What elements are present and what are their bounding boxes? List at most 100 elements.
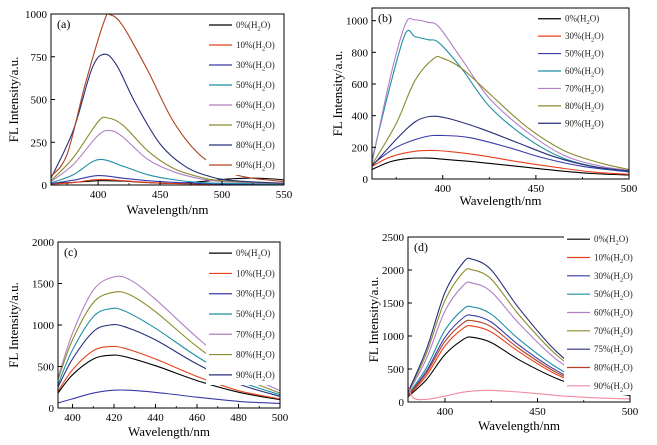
legend-label: 90%(H2O) xyxy=(565,118,604,130)
legend-label: 70%(H2O) xyxy=(565,83,604,96)
y-tick-label: 1500 xyxy=(382,298,405,310)
legend-label: 90%(H2O) xyxy=(594,381,633,394)
legend: 0%(H2O) 10%(H2O) 30%(H2O) 50%(H2O) 70%(H2O) 8… xyxy=(206,243,278,385)
chart-panel-3: 400 420 440 460 480 500 0 500 1000 1500 2000 (c) Wav… xyxy=(6,237,289,439)
y-axis-title: FL Intensity/a.u. xyxy=(6,282,21,368)
legend-label: 0%(H2O) xyxy=(594,234,628,247)
legend-label: 30%(H2O) xyxy=(236,60,275,73)
legend: 0%(H2O) 30%(H2O) 50%(H2O) 60%(H2O) 70%(H2O) 8… xyxy=(535,10,625,132)
legend-label: 30%(H2O) xyxy=(236,289,275,302)
plot-frame xyxy=(371,7,630,180)
panel-label: (a) xyxy=(57,17,70,31)
y-tick-label: 600 xyxy=(352,79,369,91)
x-axis-title: Wavelength/nm xyxy=(478,418,560,433)
y-tick-label: 2500 xyxy=(382,232,405,244)
legend-label: 90%(H2O) xyxy=(236,370,275,383)
y-tick-label: 750 xyxy=(31,52,48,64)
x-tick-label: 460 xyxy=(189,412,206,424)
series-line-6 xyxy=(51,116,284,184)
legend-label: 70%(H2O) xyxy=(594,326,633,339)
legend-box xyxy=(206,15,283,175)
series-line-6 xyxy=(372,55,629,171)
x-tick-label: 500 xyxy=(622,406,639,418)
series-line-7 xyxy=(51,53,284,184)
panel-label: (c) xyxy=(64,245,77,259)
series-group xyxy=(372,17,629,176)
y-axis-title: FL Intensity/a.u. xyxy=(330,51,345,137)
series-group xyxy=(51,14,284,185)
legend: 0%(H2O) 10%(H2O) 30%(H2O) 50%(H2O) 60%(H2O) 7… xyxy=(206,15,283,175)
x-tick-label: 420 xyxy=(106,412,123,424)
legend-label: 60%(H2O) xyxy=(565,66,604,79)
legend-label: 30%(H2O) xyxy=(594,271,633,284)
chart-panel-4: 400 450 500 0 500 1000 1500 2000 2500 (d) Waveleng… xyxy=(366,230,639,433)
x-tick-label: 400 xyxy=(90,189,107,201)
x-axis-title: Wavelength/nm xyxy=(128,424,210,439)
x-tick-label: 440 xyxy=(147,412,164,424)
chart-panel-1: 400 450 500 550 0 250 500 750 1000 (a) Wavelength/… xyxy=(6,9,293,217)
panel-label: (d) xyxy=(414,240,428,254)
x-tick-label: 450 xyxy=(528,183,545,195)
legend-label: 70%(H2O) xyxy=(236,329,275,342)
series-line-5 xyxy=(372,17,629,171)
x-tick-label: 450 xyxy=(152,189,169,201)
x-axis-title: Wavelength/nm xyxy=(460,193,542,208)
series-line-2 xyxy=(58,345,280,400)
series-line-4 xyxy=(372,29,629,172)
series-line-3 xyxy=(58,389,280,404)
y-axis-title: FL Intensity/a.u. xyxy=(6,57,21,143)
x-tick-label: 400 xyxy=(64,412,81,424)
x-tick-label: 550 xyxy=(276,189,293,201)
y-tick-label: 1000 xyxy=(382,331,405,343)
legend-label: 10%(H2O) xyxy=(236,40,275,53)
legend-label: 80%(H2O) xyxy=(565,101,604,114)
legend-label: 50%(H2O) xyxy=(236,80,275,93)
y-tick-label: 1500 xyxy=(32,279,55,291)
x-tick-label: 400 xyxy=(437,406,454,418)
y-tick-label: 200 xyxy=(352,142,369,154)
series-line-2 xyxy=(372,149,629,175)
series-line-9 xyxy=(408,385,630,401)
y-tick-label: 2000 xyxy=(382,265,405,277)
legend-label: 80%(H2O) xyxy=(236,140,275,153)
legend-label: 50%(H2O) xyxy=(236,309,275,322)
legend-label: 0%(H2O) xyxy=(565,14,599,27)
y-tick-label: 500 xyxy=(388,364,405,376)
legend-label: 90%(H2O) xyxy=(236,160,275,173)
chart-panel-2: 400 450 500 0 200 400 600 800 1000 (b) Wavelength/… xyxy=(330,7,638,208)
series-line-3 xyxy=(372,134,629,173)
series-line-5 xyxy=(51,129,284,185)
y-axis-title: FL Intensity/a.u. xyxy=(366,277,381,363)
legend-label: 80%(H2O) xyxy=(594,363,633,376)
y-tick-label: 1000 xyxy=(25,9,48,21)
y-tick-label: 0 xyxy=(399,397,405,409)
x-tick-label: 500 xyxy=(214,189,231,201)
x-tick-label: 480 xyxy=(230,412,247,424)
y-tick-label: 500 xyxy=(38,362,55,374)
legend-label: 0%(H2O) xyxy=(236,248,270,261)
y-tick-label: 0 xyxy=(42,180,48,192)
series-line-3 xyxy=(51,175,284,185)
series-line-1 xyxy=(58,354,280,401)
y-tick-label: 250 xyxy=(31,137,48,149)
x-tick-label: 450 xyxy=(529,406,546,418)
y-tick-label: 0 xyxy=(363,174,369,186)
legend-label: 50%(H2O) xyxy=(565,49,604,62)
y-tick-label: 1000 xyxy=(346,16,369,28)
series-line-7 xyxy=(372,115,629,172)
legend-label: 10%(H2O) xyxy=(594,253,633,266)
x-tick-label: 400 xyxy=(435,183,452,195)
y-tick-label: 1000 xyxy=(32,320,55,332)
legend-label: 75%(H2O) xyxy=(594,344,633,357)
series-line-1 xyxy=(372,157,629,176)
x-tick-label: 500 xyxy=(272,412,289,424)
legend-label: 30%(H2O) xyxy=(565,31,604,44)
legend-label: 80%(H2O) xyxy=(236,350,275,363)
x-axis-title: Wavelength/nm xyxy=(127,202,209,217)
panel-label: (b) xyxy=(378,11,392,25)
legend-label: 50%(H2O) xyxy=(594,289,633,302)
legend: 0%(H2O) 10%(H2O) 30%(H2O) 50%(H2O) 60%(H2O) 7… xyxy=(564,230,639,395)
y-tick-label: 0 xyxy=(49,403,55,415)
legend-label: 60%(H2O) xyxy=(594,308,633,321)
